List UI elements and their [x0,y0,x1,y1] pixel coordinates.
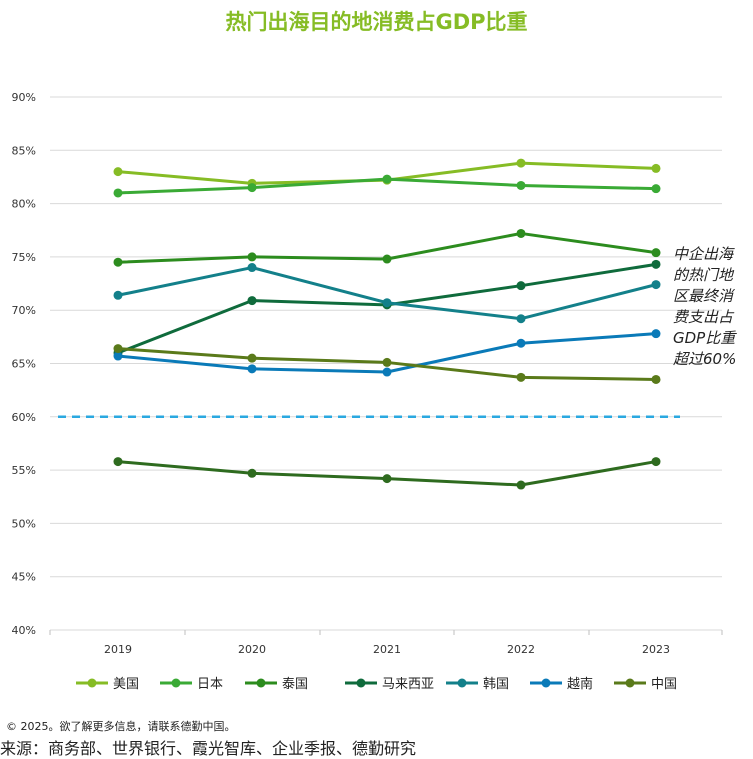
data-point [516,158,526,168]
annotation-line: 费支出占 [673,308,735,326]
data-point [113,344,123,354]
data-point [247,364,257,374]
legend-label: 日本 [197,677,223,692]
data-point [651,374,661,384]
legend-label: 韩国 [483,677,509,692]
legend-marker [171,678,181,688]
annotation-line: GDP比重 [673,329,737,347]
data-point [247,296,257,306]
data-point [516,228,526,238]
y-tick-label: 65% [12,358,36,371]
y-tick-label: 75% [12,251,36,264]
annotation-line: 的热门地 [673,266,735,284]
x-tick-label: 2020 [238,643,266,656]
source-note: 来源：商务部、世界银行、霞光智库、企业季报、德勤研究 [0,739,417,758]
data-point [113,188,123,198]
annotation-line: 超过60% [673,350,736,368]
legend-marker [541,678,551,688]
data-point [382,298,392,308]
data-point [113,257,123,267]
data-point [516,480,526,490]
series-line-韩国 [117,266,657,321]
data-point [382,357,392,367]
y-tick-label: 60% [12,411,36,424]
data-point [382,174,392,184]
y-tick-label: 70% [12,304,36,317]
annotation-line: 区最终消 [673,287,735,305]
copyright-note: © 2025。欲了解更多信息，请联系德勤中国。 [6,720,236,733]
legend-label: 越南 [567,676,593,692]
data-point [113,290,123,300]
data-point [113,351,123,361]
legend-label: 马来西亚 [382,677,434,692]
data-point [113,167,123,177]
y-tick-label: 40% [12,624,36,637]
data-point [651,329,661,339]
data-point [382,367,392,377]
data-point [516,314,526,324]
data-point [516,372,526,382]
data-point [382,254,392,264]
line-chart: 40% 45% 50% 55% 60% 65% 70% 75% 80% 85% 90% 2019 202… [12,91,738,692]
data-point [247,263,257,273]
y-tick-label: 45% [12,571,36,584]
data-point [651,259,661,269]
y-tick-label: 50% [12,517,36,530]
data-point [247,468,257,478]
data-point [247,183,257,193]
data-point [651,184,661,194]
legend-marker [625,678,635,688]
data-point [651,163,661,173]
data-point [651,248,661,258]
x-tick-label: 2023 [642,643,670,656]
legend-label: 美国 [113,677,139,692]
data-point [651,457,661,467]
data-point [382,474,392,484]
x-tick-label: 2022 [507,643,535,656]
annotation-line: 中企出海 [673,245,735,263]
legend-marker [356,678,366,688]
data-point [651,280,661,290]
data-point [113,457,123,467]
legend-marker [87,678,97,688]
y-tick-label: 55% [12,464,36,477]
data-point [247,252,257,262]
legend-label: 泰国 [282,677,308,692]
chart-title: 热门出海目的地消费占GDP比重 [225,10,528,34]
x-tick-label: 2019 [104,643,132,656]
legend-label: 中国 [651,677,677,692]
y-tick-label: 85% [12,144,36,157]
data-point [247,353,257,363]
data-point [516,338,526,348]
legend-marker [457,678,467,688]
x-tick-label: 2021 [373,643,401,656]
legend-marker [256,678,266,688]
y-tick-label: 90% [12,91,36,104]
data-point [516,180,526,190]
y-tick-label: 80% [12,198,36,211]
data-point [516,281,526,291]
